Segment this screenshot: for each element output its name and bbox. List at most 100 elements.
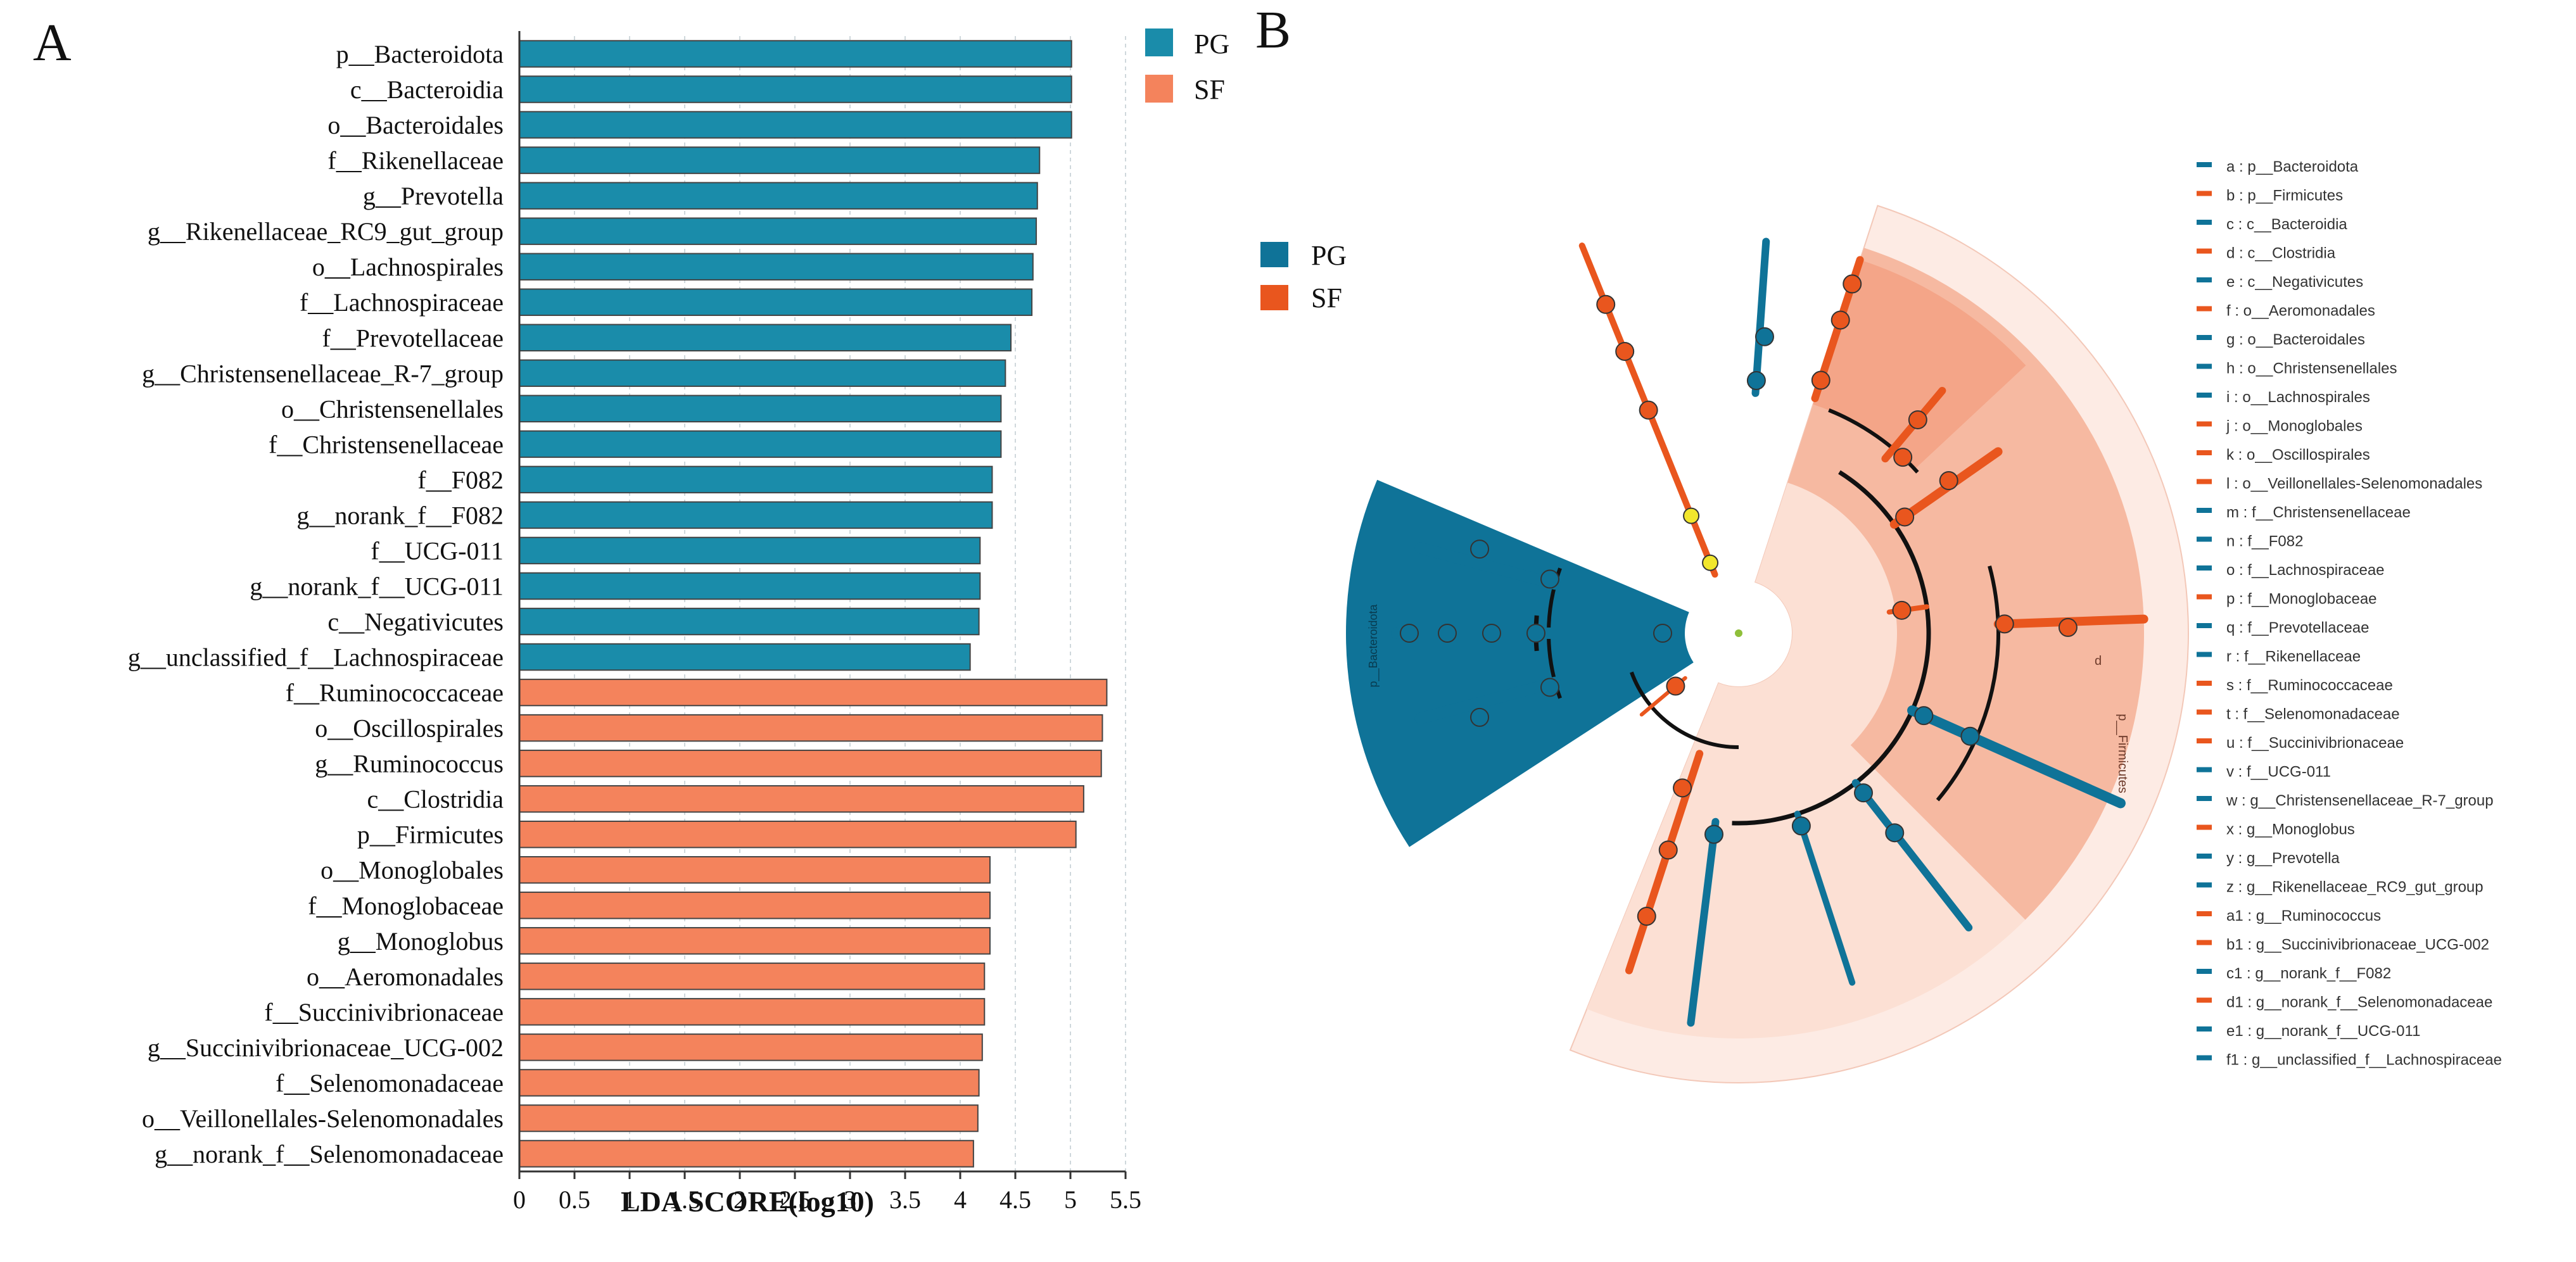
cladogram-legend-label-sf: SF (1311, 282, 1342, 313)
cladogram-key-marker (2197, 623, 2212, 628)
cladogram-node (1673, 778, 1692, 798)
cladogram-key-item: f1 : g__unclassified_f__Lachnospiraceae (2226, 1052, 2502, 1069)
cladogram-key-marker (2197, 738, 2212, 743)
lda-bar (519, 253, 1034, 281)
cladogram-sector-monoglobales (1813, 260, 2026, 469)
lda-category-label: p__Bacteroidota (336, 40, 504, 68)
cladogram-key-marker (2197, 536, 2212, 542)
cladogram-node (1811, 370, 1830, 390)
lda-bar (519, 324, 1012, 351)
lda-x-tick-label: 1.5 (669, 1185, 701, 1214)
lda-category-label: o__Monoglobales (320, 856, 504, 885)
lda-bar (519, 572, 981, 600)
lda-category-label: o__Bacteroidales (327, 111, 504, 139)
cladogram-key-marker (2197, 854, 2212, 859)
cladogram-node (1637, 906, 1656, 926)
cladogram-key-item: r : f__Rikenellaceae (2226, 648, 2361, 666)
lda-category-label: g__Rikenellaceae_RC9_gut_group (148, 217, 504, 246)
cladogram-branch (1630, 671, 1739, 749)
lda-bar (519, 607, 980, 636)
lda-x-tick-label: 0.5 (559, 1185, 590, 1214)
cladogram-key-item: s : f__Ruminococcaceae (2226, 677, 2393, 694)
cladogram-node (1746, 370, 1766, 390)
cladogram-sector-label-sf: p__Firmicutes (2116, 714, 2129, 793)
cladogram-sector-label-pg: p__Bacteroidota (1367, 603, 1380, 687)
lda-category-label: f__Prevotellaceae (322, 324, 504, 352)
cladogram-key-marker (2197, 393, 2212, 398)
cladogram-clade-bar (1414, 542, 1561, 590)
cladogram-node (1683, 507, 1700, 524)
cladogram-key-item: t : f__Selenomonadaceae (2226, 706, 2400, 723)
lda-bar (519, 962, 986, 990)
lda-category-label: f__Lachnospiraceae (300, 288, 504, 317)
cladogram-node (1791, 816, 1811, 836)
cladogram-legend: PG SF (1260, 240, 1347, 313)
lda-bar (519, 111, 1072, 139)
lda-category-label: g__Monoglobus (338, 927, 504, 956)
cladogram-key-item: w : g__Christensenellaceae_R-7_group (2226, 792, 2494, 809)
cladogram-key-item: u : f__Succinivibrionaceae (2226, 735, 2404, 752)
lda-category-label: g__Prevotella (363, 182, 504, 210)
cladogram-clade-bar (1907, 705, 2126, 809)
lda-legend: PG SF (1145, 28, 1229, 105)
cladogram-key-marker (2197, 277, 2212, 282)
cladogram-node (1639, 400, 1658, 420)
cladogram-key-item: e : c__Negativicutes (2226, 274, 2363, 291)
cladogram-node (1400, 624, 1419, 643)
cladogram-outer-letter: d (2095, 654, 2102, 668)
lda-x-tick-label: 4.5 (999, 1185, 1031, 1214)
cladogram-node (1843, 274, 1862, 294)
cladogram-legend-swatch-sf (1260, 285, 1288, 310)
lda-x-tick-label: 4 (954, 1185, 967, 1214)
cladogram-key-item: c : c__Bacteroidia (2226, 216, 2347, 233)
cladogram-clade-bar (1794, 811, 1856, 986)
lda-category-label: f__Selenomonadaceae (276, 1069, 504, 1097)
cladogram-key-marker (2197, 882, 2212, 888)
cladogram-legend-label-pg: PG (1311, 240, 1347, 271)
cladogram-node (1470, 707, 1490, 727)
cladogram-legend-swatch-pg (1260, 242, 1288, 267)
panel-b-label: B (1255, 1, 1291, 60)
lda-x-tick-label: 5.5 (1110, 1185, 1141, 1214)
lda-category-label: o__Aeromonadales (307, 962, 504, 991)
lda-category-label: g__norank_f__UCG-011 (250, 572, 504, 600)
cladogram-key-item: n : f__F082 (2226, 533, 2303, 550)
lda-category-label: o__Lachnospirales (312, 253, 504, 281)
lda-category-label: g__norank_f__F082 (296, 501, 504, 529)
cladogram-key-marker (2197, 767, 2212, 773)
cladogram-node (1702, 554, 1719, 571)
cladogram-key-marker (2197, 306, 2212, 312)
lda-x-tick-label: 5 (1064, 1185, 1077, 1214)
lda-bar (519, 749, 1102, 778)
cladogram-key-item: a : p__Bacteroidota (2226, 158, 2359, 175)
cladogram-sector-bacteroidota (1346, 479, 1694, 847)
lda-category-label: p__Firmicutes (357, 821, 504, 849)
cladogram-key-item: b : p__Firmicutes (2226, 187, 2343, 205)
cladogram-key-marker (2197, 565, 2212, 571)
cladogram-node (1658, 840, 1678, 860)
lda-category-label: f__F082 (417, 465, 504, 494)
lda-category-label: c__Clostridia (367, 785, 504, 814)
cladogram-node (1596, 294, 1616, 314)
cladogram-node (1908, 410, 1927, 429)
lda-bar (519, 1104, 979, 1132)
cladogram-node (1754, 327, 1774, 346)
lda-x-tick-label: 3.5 (889, 1185, 921, 1214)
lda-bars (519, 40, 1108, 1168)
cladogram-node (1895, 507, 1915, 527)
legend-label-sf: SF (1194, 74, 1225, 105)
cladogram-key-item: h : o__Christensenellales (2226, 360, 2397, 377)
cladogram-key-marker (2197, 969, 2212, 974)
lda-bar (519, 643, 971, 671)
cladogram-clade-bar (1851, 779, 1973, 931)
lda-bar (519, 1140, 974, 1168)
lda-category-label: f__Christensenellaceae (269, 430, 504, 458)
lda-category-label: f__Succinivibrionaceae (264, 998, 504, 1026)
lda-x-tick-label: 2.5 (779, 1185, 811, 1214)
cladogram-key-item: p : f__Monoglobaceae (2226, 591, 2377, 608)
lda-bar (519, 1069, 980, 1097)
cladogram-node (1666, 676, 1685, 696)
